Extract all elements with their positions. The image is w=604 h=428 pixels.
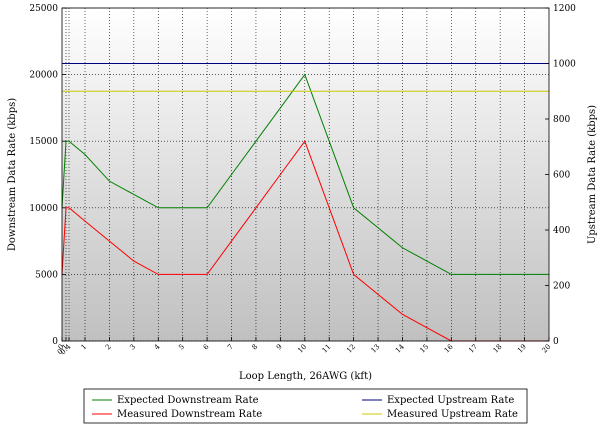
x-tick-label: 8 (251, 343, 260, 352)
x-tick-label: 10 (296, 343, 308, 355)
y-tick-label: 0 (52, 337, 58, 347)
x-tick-label: 17 (467, 343, 479, 355)
y2-tick-label: 600 (553, 171, 570, 181)
y-axis-label: Downstream Data Rate (kbps) (7, 98, 18, 251)
y2-tick-label: 1000 (553, 60, 576, 70)
x-axis-label: Loop Length, 26AWG (kft) (239, 371, 372, 382)
legend-label: Measured Downstream Rate (117, 409, 262, 420)
y-tick-label: 10000 (29, 204, 58, 214)
x-tick-label: 7 (226, 343, 235, 352)
legend: Expected Downstream Rate Measured Downstr… (83, 388, 528, 424)
x-tick-label: 19 (516, 343, 528, 355)
x-tick-label: 11 (321, 343, 333, 355)
legend-label: Expected Upstream Rate (387, 395, 514, 406)
series-line-expected-downstream-rate (61, 73, 549, 275)
y-tick-label: 15000 (29, 137, 58, 147)
y2-tick-label: 400 (553, 226, 570, 236)
x-tick-label: 0 (57, 343, 66, 352)
y2-tick-label: 0 (553, 337, 559, 347)
x-tick-label: 12 (345, 343, 357, 355)
x-tick-label: 14 (394, 342, 406, 354)
legend-label: Measured Upstream Rate (387, 409, 518, 420)
x-tick-label: 4 (153, 342, 162, 351)
x-tick-label: 1 (80, 343, 89, 352)
x-tick-label: 18 (492, 343, 504, 355)
legend-frame (83, 388, 528, 424)
y-tick-label: 25000 (29, 4, 58, 14)
legend-label: Expected Downstream Rate (117, 395, 259, 406)
x-tick-label: 5 (177, 343, 186, 352)
y2-tick-label: 1200 (553, 4, 576, 14)
x-tick-label: 9 (275, 343, 284, 352)
y-tick-label: 5000 (35, 270, 58, 280)
x-tick-label: 3 (128, 343, 137, 352)
x-tick-label: 15 (418, 343, 430, 355)
x-tick-label: 6 (202, 342, 211, 351)
x-tick-label: 20 (540, 343, 552, 355)
left-axis: 0 5000 10000 15000 20000 25000 (29, 4, 66, 347)
plot-background (62, 8, 549, 341)
right-axis: 0 200 400 600 800 1000 1200 (545, 4, 576, 347)
y2-tick-label: 800 (553, 115, 570, 125)
x-tick-label: 13 (370, 343, 382, 355)
y2-tick-label: 200 (553, 282, 570, 292)
y-tick-label: 20000 (29, 71, 58, 81)
x-tick-label: 2 (104, 343, 113, 352)
y2-axis-label: Upstream Data Rate (kbps) (587, 105, 598, 244)
x-tick-label: 16 (443, 342, 455, 354)
